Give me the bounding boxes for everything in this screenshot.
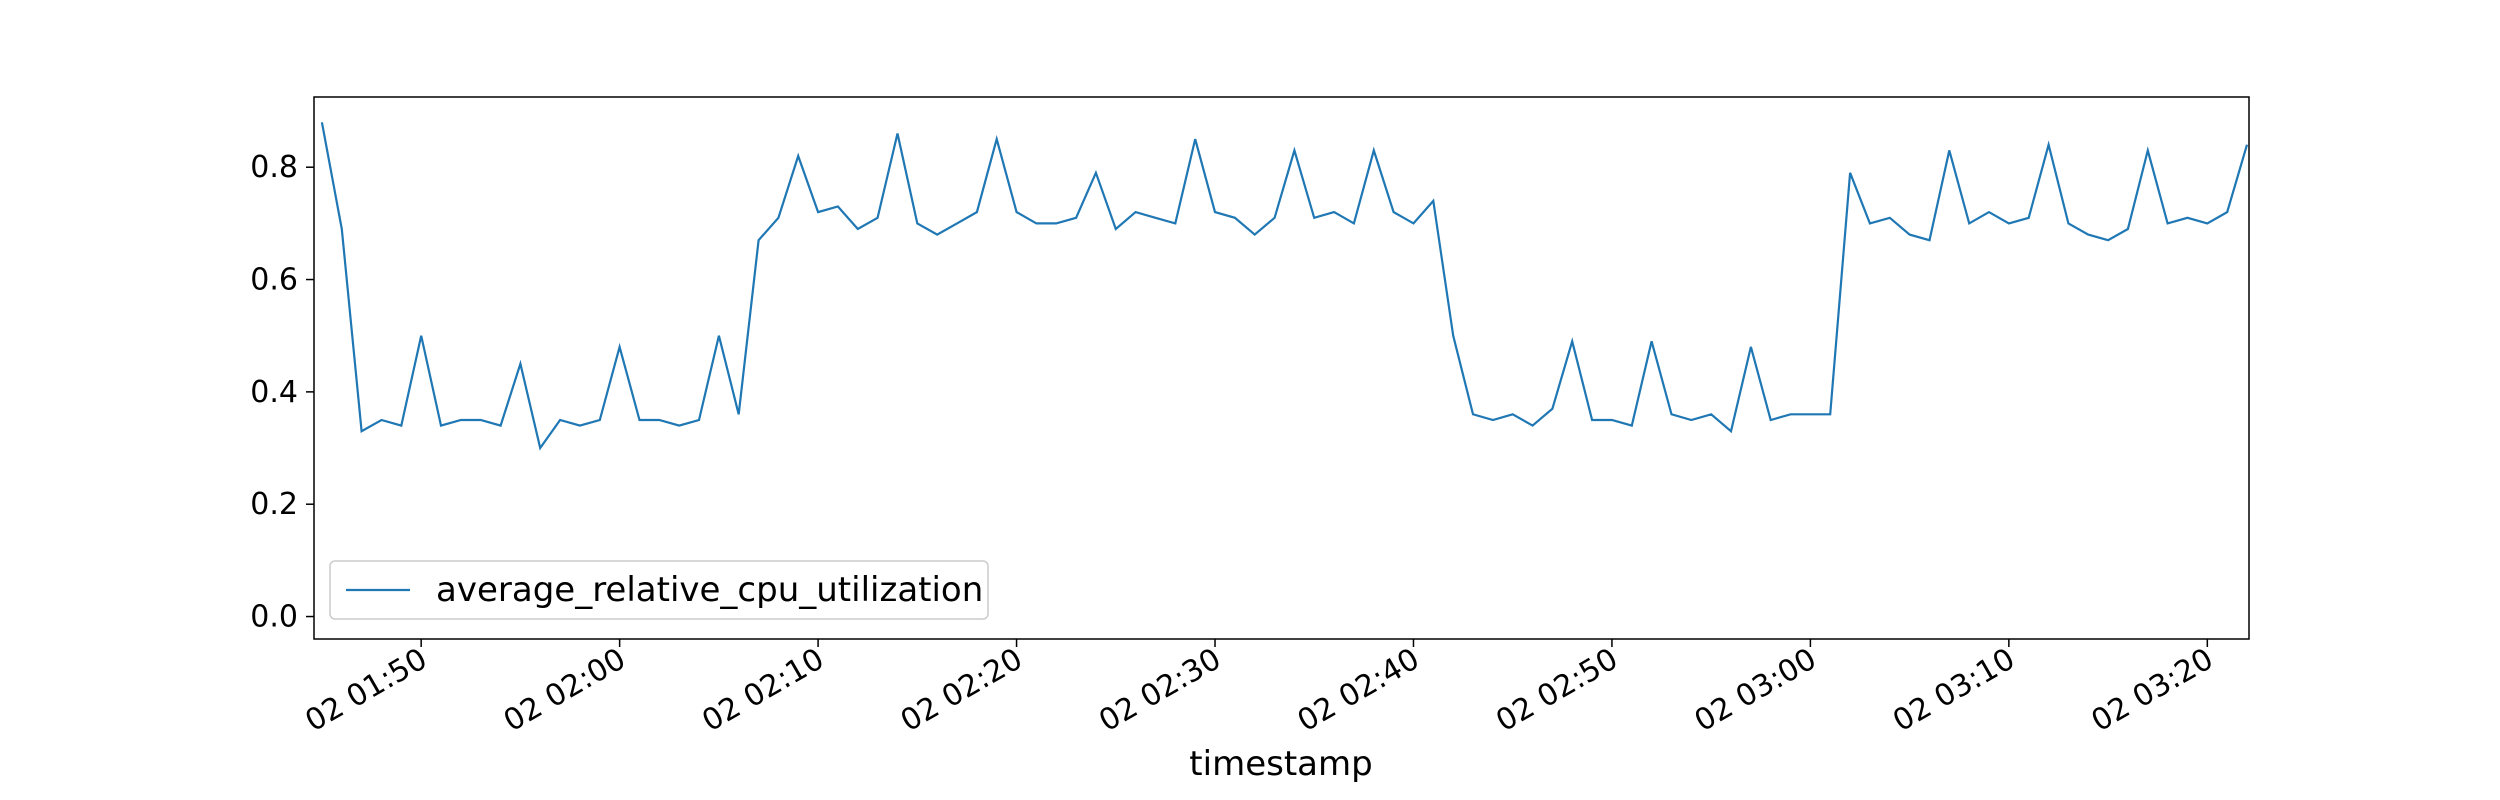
legend-box [329,560,989,620]
legend-label: average_relative_cpu_utilization [436,570,983,610]
y-tick-label: 0.2 [250,487,298,522]
y-tick-label: 0.0 [250,600,298,635]
x-axis-label: timestamp [1189,744,1372,784]
y-tick-label: 0.8 [250,150,298,185]
x-tick-label: 02 03:10 [1887,642,2021,739]
line [320,122,2249,451]
x-tick-label: 02 03:20 [2086,642,2220,739]
x-tick-label: 02 03:00 [1689,642,1823,739]
x-tick-label: 02 02:40 [1292,642,1426,739]
x-tick-label: 02 02:30 [1093,642,1227,739]
x-tick-label: 02 02:50 [1490,642,1624,739]
y-tick-label: 0.6 [250,263,298,298]
x-tick-label: 02 02:00 [498,642,632,739]
plot [320,122,2249,451]
y-tick-label: 0.4 [250,375,298,410]
x-tick-label: 02 01:50 [299,642,433,739]
x-tick-label: 02 02:20 [895,642,1029,739]
axes-frame [313,96,2250,640]
x-tick-label: 02 02:10 [696,642,830,739]
